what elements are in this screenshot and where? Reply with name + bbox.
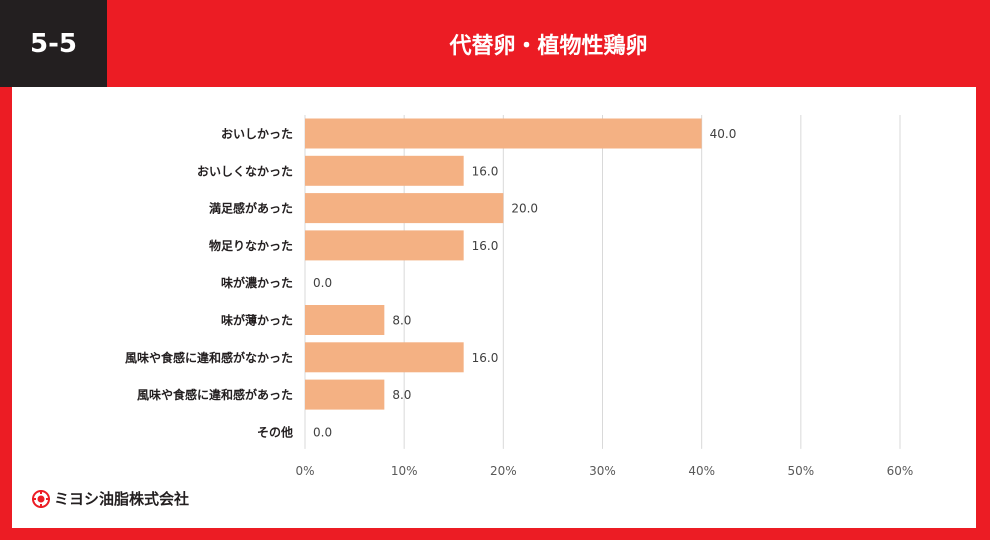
category-label: おいしかった <box>221 127 293 141</box>
x-tick-label: 30% <box>589 464 616 478</box>
data-label: 40.0 <box>710 127 737 141</box>
x-tick-label: 20% <box>490 464 517 478</box>
data-label: 20.0 <box>511 202 538 216</box>
bar <box>305 342 464 373</box>
category-label: 満足感があった <box>209 201 293 216</box>
bar <box>305 230 464 261</box>
brand-mark-icon <box>32 489 50 508</box>
category-label: 風味や食感に違和感があった <box>137 387 293 402</box>
data-label: 0.0 <box>313 425 332 439</box>
x-tick-label: 60% <box>887 464 914 478</box>
data-label: 8.0 <box>392 388 411 402</box>
x-tick-label: 0% <box>295 464 314 478</box>
category-label: おいしくなかった <box>197 164 293 178</box>
section-badge: 5-5 <box>0 0 107 87</box>
category-label: 風味や食感に違和感がなかった <box>125 350 293 365</box>
data-label: 16.0 <box>472 239 499 253</box>
x-tick-label: 10% <box>391 464 418 478</box>
bar <box>305 155 464 186</box>
bar <box>305 118 702 149</box>
brand-logo: ミヨシ油脂株式会社 <box>32 488 189 509</box>
bar <box>305 193 504 224</box>
x-tick-label: 50% <box>787 464 814 478</box>
bar <box>305 305 385 335</box>
data-label: 16.0 <box>472 351 499 365</box>
category-label: 味が濃かった <box>221 275 293 290</box>
x-tick-label: 40% <box>688 464 715 478</box>
data-label: 0.0 <box>313 276 332 290</box>
bar-chart: 0% 10% 20% 30% 40% 50% 60% おいしかった 40.0 おいしくなかった 16… <box>125 115 914 478</box>
chart-panel: 0% 10% 20% 30% 40% 50% 60% おいしかった 40.0 おいしくなかった 16… <box>12 87 976 528</box>
category-label: その他 <box>257 424 293 439</box>
data-label: 16.0 <box>472 164 499 178</box>
chart-title: 代替卵・植物性鶏卵 <box>449 33 648 59</box>
category-label: 物足りなかった <box>209 238 293 253</box>
category-label: 味が薄かった <box>221 313 293 328</box>
bar <box>305 379 385 410</box>
data-label: 8.0 <box>392 314 411 328</box>
brand-name: ミヨシ油脂株式会社 <box>54 490 190 508</box>
